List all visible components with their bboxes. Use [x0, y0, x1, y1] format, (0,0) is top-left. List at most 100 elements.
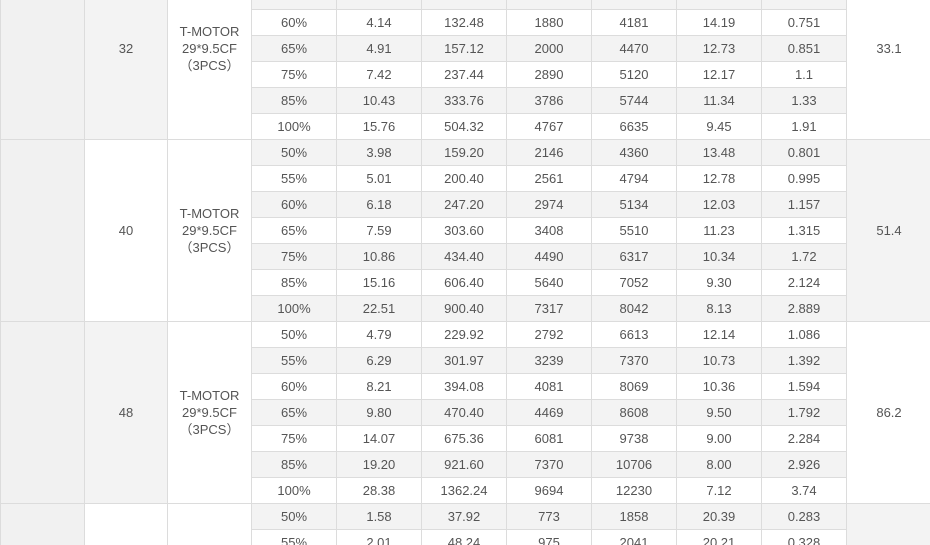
cell: 15.16: [336, 269, 422, 296]
cell: 2890: [506, 61, 592, 88]
data-row: 60% 6.18 247.20 2974 5134 12.03 1.157: [1, 191, 930, 218]
cell: 11.23: [676, 217, 762, 244]
cell: 9.30: [676, 269, 762, 296]
cell: 50%: [251, 503, 337, 530]
cell: 2041: [591, 529, 677, 545]
last-cell: 86.2: [846, 321, 930, 504]
blank-cell: [0, 321, 85, 504]
cell: 10.34: [676, 243, 762, 270]
data-row: 75% 10.86 434.40 4490 6317 10.34 1.72: [1, 243, 930, 270]
cell: [676, 0, 762, 10]
cell: 12230: [591, 477, 677, 504]
cell: 4360: [591, 139, 677, 166]
cell: 1.157: [761, 191, 847, 218]
cell: 900.40: [421, 295, 507, 322]
cell: 1.086: [761, 321, 847, 348]
cell: 48.24: [421, 529, 507, 545]
cell: 14.19: [676, 9, 762, 36]
propeller-line: T-MOTOR: [179, 388, 240, 403]
cell: 75%: [251, 243, 337, 270]
cell: 4490: [506, 243, 592, 270]
propeller-line: T-MOTOR: [179, 24, 240, 39]
cell: 60%: [251, 373, 337, 400]
cell: 7.42: [336, 61, 422, 88]
data-row: 60% 8.21 394.08 4081 8069 10.36 1.594: [1, 373, 930, 400]
cell: 470.40: [421, 399, 507, 426]
propeller-line: 29*9.5CF: [182, 41, 237, 56]
cell: 9.80: [336, 399, 422, 426]
cell: 6613: [591, 321, 677, 348]
cell: 675.36: [421, 425, 507, 452]
cell: 504.32: [421, 113, 507, 140]
cell: 11.34: [676, 87, 762, 114]
blank-cell: [0, 139, 85, 322]
cell: 4469: [506, 399, 592, 426]
cell: 3239: [506, 347, 592, 374]
propeller-cell: [167, 503, 252, 545]
cell: 10706: [591, 451, 677, 478]
cell: 0.801: [761, 139, 847, 166]
cell: 9.45: [676, 113, 762, 140]
cell: 10.43: [336, 87, 422, 114]
cell: 7370: [506, 451, 592, 478]
cell: 14.07: [336, 425, 422, 452]
cell: 773: [506, 503, 592, 530]
cell: 55%: [251, 347, 337, 374]
cell: 229.92: [421, 321, 507, 348]
cell: 4470: [591, 35, 677, 62]
voltage-cell: [84, 503, 168, 545]
cell: 1.594: [761, 373, 847, 400]
cell: 2974: [506, 191, 592, 218]
cell: 3.74: [761, 477, 847, 504]
data-row: 85% 19.20 921.60 7370 10706 8.00 2.926: [1, 451, 930, 478]
cell: 22.51: [336, 295, 422, 322]
cell: 8.13: [676, 295, 762, 322]
cell: 10.36: [676, 373, 762, 400]
last-value: 86.2: [876, 405, 902, 420]
voltage: 32: [118, 41, 134, 56]
last-cell: 33.1: [846, 0, 930, 140]
cell: 1858: [591, 503, 677, 530]
data-row: 100% 22.51 900.40 7317 8042 8.13 2.889: [1, 295, 930, 322]
cell: 434.40: [421, 243, 507, 270]
data-row: 85% 10.43 333.76 3786 5744 11.34 1.33: [1, 87, 930, 114]
voltage: 48: [118, 405, 134, 420]
cell: 75%: [251, 425, 337, 452]
cell: 4.91: [336, 35, 422, 62]
last-cell: [846, 503, 930, 545]
cell: [506, 0, 592, 10]
cell: 4794: [591, 165, 677, 192]
cell: 12.17: [676, 61, 762, 88]
propeller-line: T-MOTOR: [179, 206, 240, 221]
cell: 5120: [591, 61, 677, 88]
cell: [591, 0, 677, 10]
cell: 2.926: [761, 451, 847, 478]
cell: 157.12: [421, 35, 507, 62]
propeller-cell: T-MOTOR 29*9.5CF （3PCS）: [167, 321, 252, 504]
cell: 9738: [591, 425, 677, 452]
cell: 0.995: [761, 165, 847, 192]
cell: 6635: [591, 113, 677, 140]
cell: 1362.24: [421, 477, 507, 504]
cell: 10.86: [336, 243, 422, 270]
data-row: 40 T-MOTOR 29*9.5CF （3PCS） 50% 3.98 159.20 2146…: [0, 139, 930, 322]
cell: 28.38: [336, 477, 422, 504]
cell: 2792: [506, 321, 592, 348]
cell: 12.14: [676, 321, 762, 348]
cell: 2.124: [761, 269, 847, 296]
cell: 60%: [251, 9, 337, 36]
cell: 12.73: [676, 35, 762, 62]
cell: 5.01: [336, 165, 422, 192]
cell: 3408: [506, 217, 592, 244]
voltage-cell: 48: [84, 321, 168, 504]
cell: 132.48: [421, 9, 507, 36]
voltage: 40: [118, 223, 134, 238]
cell: 10.73: [676, 347, 762, 374]
cell: 100%: [251, 477, 337, 504]
cell: 8.00: [676, 451, 762, 478]
cell: 301.97: [421, 347, 507, 374]
cell: 3786: [506, 87, 592, 114]
cell: 3.98: [336, 139, 422, 166]
cell: 0.328: [761, 529, 847, 545]
